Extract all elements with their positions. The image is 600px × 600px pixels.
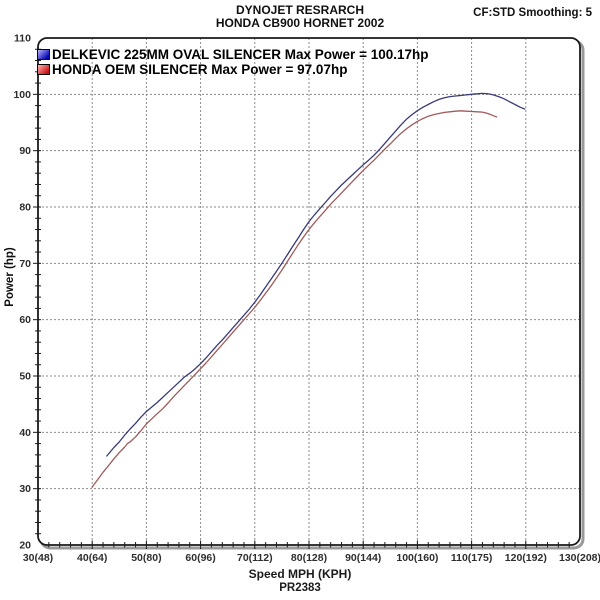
- chart-header: DYNOJET RESRARCH HONDA CB900 HORNET 2002: [0, 4, 600, 30]
- svg-text:70: 70: [19, 258, 31, 270]
- legend-swatch-blue: [37, 49, 50, 60]
- svg-text:30(48): 30(48): [23, 552, 53, 564]
- svg-text:50(80): 50(80): [131, 552, 161, 564]
- legend-swatch-red: [37, 64, 50, 75]
- svg-text:130(208): 130(208): [559, 552, 600, 564]
- legend-label-honda-oem: HONDA OEM SILENCER Max Power = 97.07hp: [52, 62, 348, 77]
- y-axis-title: Power (hp): [4, 247, 16, 307]
- svg-text:60: 60: [19, 314, 31, 326]
- svg-text:90: 90: [19, 145, 31, 157]
- svg-text:100(160): 100(160): [396, 552, 438, 564]
- x-axis-title: Speed MPH (KPH): [248, 567, 352, 581]
- svg-text:40: 40: [19, 427, 31, 439]
- svg-text:110: 110: [14, 33, 31, 45]
- header-title-line1: DYNOJET RESRARCH: [235, 3, 364, 17]
- svg-text:80(128): 80(128): [291, 552, 327, 564]
- header-title-line2: HONDA CB900 HORNET 2002: [215, 16, 385, 30]
- smoothing-label: CF:STD Smoothing: 5: [473, 7, 592, 19]
- legend-item-delkevic: DELKEVIC 225MM OVAL SILENCER Max Power =…: [37, 47, 428, 62]
- run-id: PR2383: [279, 582, 321, 594]
- svg-text:120(192): 120(192): [505, 552, 547, 564]
- svg-text:60(96): 60(96): [185, 552, 215, 564]
- legend-item-honda-oem: HONDA OEM SILENCER Max Power = 97.07hp: [37, 62, 428, 77]
- svg-text:40(64): 40(64): [77, 552, 107, 564]
- chart-legend: DELKEVIC 225MM OVAL SILENCER Max Power =…: [37, 47, 428, 77]
- svg-text:100: 100: [13, 89, 31, 101]
- legend-label-delkevic: DELKEVIC 225MM OVAL SILENCER Max Power =…: [52, 47, 429, 62]
- svg-text:30: 30: [19, 483, 31, 495]
- svg-text:90(144): 90(144): [345, 552, 381, 564]
- svg-text:110(175): 110(175): [451, 552, 492, 564]
- svg-text:20: 20: [19, 540, 31, 552]
- svg-text:70(112): 70(112): [237, 552, 273, 564]
- svg-text:80: 80: [19, 202, 31, 214]
- svg-text:50: 50: [19, 371, 31, 383]
